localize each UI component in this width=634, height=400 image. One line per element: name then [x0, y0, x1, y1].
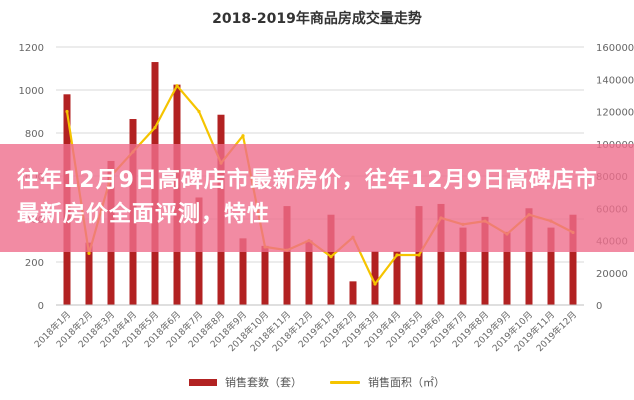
- legend-label-sales-count: 销售套数（套）: [225, 376, 302, 389]
- point-sales-area: [329, 255, 333, 259]
- bar-sales-count: [305, 240, 313, 305]
- point-sales-area: [373, 282, 377, 286]
- bar-sales-count: [261, 245, 269, 305]
- legend-item-sales-area: 销售面积（㎡）: [330, 374, 445, 390]
- left-tick-label: 0: [38, 301, 44, 312]
- chart-title: 2018-2019年商品房成交量走势: [212, 11, 422, 27]
- legend-bar-swatch: [189, 378, 217, 386]
- left-tick-label: 1200: [19, 43, 44, 54]
- left-tick-label: 200: [25, 258, 44, 269]
- left-tick-label: 800: [25, 129, 44, 140]
- point-sales-area: [241, 134, 245, 138]
- bar-sales-count: [371, 251, 379, 305]
- bar-sales-count: [283, 206, 291, 305]
- banner-headline: 往年12月9日高碑店市最新房价，往年12月9日高碑店市最新房价全面评测，特性: [17, 168, 598, 227]
- bar-sales-count: [437, 203, 445, 305]
- point-sales-area: [153, 126, 157, 130]
- point-sales-area: [417, 253, 421, 257]
- point-sales-area: [65, 109, 69, 114]
- bar-sales-count: [569, 214, 577, 305]
- right-tick-label: 160000: [596, 43, 634, 54]
- legend-item-sales-count: 销售套数（套）: [189, 374, 302, 390]
- point-sales-area: [175, 84, 179, 88]
- legend-line-swatch: [330, 380, 360, 384]
- right-tick-label: 0: [596, 301, 602, 312]
- right-tick-label: 140000: [596, 75, 634, 86]
- x-axis: 2018年1月2018年2月2018年3月2018年4月2018年5月2018年…: [32, 304, 584, 354]
- point-sales-area: [197, 109, 201, 114]
- bar-sales-count: [239, 238, 247, 305]
- bar-sales-count: [547, 227, 555, 305]
- right-tick-label: 120000: [596, 108, 634, 119]
- bar-sales-count: [349, 281, 357, 305]
- left-tick-label: 1000: [19, 86, 44, 97]
- bar-sales-count: [481, 216, 489, 305]
- right-tick-label: 20000: [596, 269, 628, 280]
- legend-label-sales-area: 销售面积（㎡）: [368, 376, 445, 389]
- chart-legend: 销售套数（套） 销售面积（㎡）: [0, 374, 634, 390]
- bar-sales-count: [327, 214, 335, 305]
- bar-sales-count: [85, 242, 93, 305]
- point-sales-area: [395, 253, 399, 257]
- bar-sales-count: [503, 231, 511, 305]
- bar-sales-count: [459, 227, 467, 305]
- point-sales-area: [87, 251, 91, 255]
- bar-sales-count: [525, 208, 533, 305]
- overlay-banner: 往年12月9日高碑店市最新房价，往年12月9日高碑店市最新房价全面评测，特性: [0, 144, 634, 252]
- bar-sales-count: [393, 251, 401, 305]
